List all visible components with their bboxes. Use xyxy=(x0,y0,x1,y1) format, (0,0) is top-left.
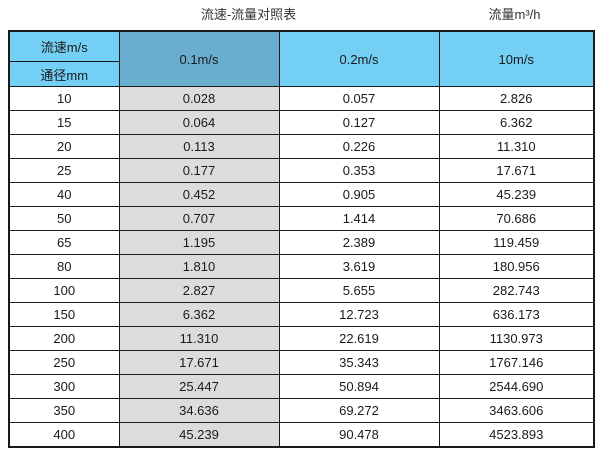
table-row: 15 0.064 0.127 6.362 xyxy=(8,110,595,135)
diameter-cell: 350 xyxy=(8,398,120,423)
flow-value-cell: 282.743 xyxy=(438,278,595,303)
column-header-0.2ms: 0.2m/s xyxy=(278,30,440,87)
diameter-cell: 25 xyxy=(8,158,120,183)
table-row: 400 45.239 90.478 4523.893 xyxy=(8,422,595,447)
flow-value-cell: 0.127 xyxy=(278,110,440,135)
diameter-cell: 50 xyxy=(8,206,120,231)
flow-value-cell: 45.239 xyxy=(118,422,280,447)
flow-value-cell: 0.064 xyxy=(118,110,280,135)
flow-value-cell: 2.827 xyxy=(118,278,280,303)
flow-value-cell: 5.655 xyxy=(278,278,440,303)
table-row: 40 0.452 0.905 45.239 xyxy=(8,182,595,207)
flow-value-cell: 1767.146 xyxy=(438,350,595,375)
diameter-cell: 15 xyxy=(8,110,120,135)
flow-value-cell: 4523.893 xyxy=(438,422,595,447)
flow-value-cell: 6.362 xyxy=(118,302,280,327)
flow-value-cell: 6.362 xyxy=(438,110,595,135)
flow-value-cell: 45.239 xyxy=(438,182,595,207)
table-row: 65 1.195 2.389 119.459 xyxy=(8,230,595,255)
flow-value-cell: 0.707 xyxy=(118,206,280,231)
flow-value-cell: 1.195 xyxy=(118,230,280,255)
flow-value-cell: 3463.606 xyxy=(438,398,595,423)
diameter-axis-label: 通径mm xyxy=(40,67,89,83)
flow-unit-label: 流量m³/h xyxy=(488,7,541,22)
table-row: 20 0.113 0.226 11.310 xyxy=(8,134,595,159)
flow-value-cell: 25.447 xyxy=(118,374,280,399)
flow-value-cell: 11.310 xyxy=(438,134,595,159)
flow-value-cell: 34.636 xyxy=(118,398,280,423)
diameter-cell: 40 xyxy=(8,182,120,207)
table-row: 300 25.447 50.894 2544.690 xyxy=(8,374,595,399)
corner-header-cell: 流速m/s 通径mm xyxy=(8,30,120,87)
flow-value-cell: 22.619 xyxy=(278,326,440,351)
flow-value-cell: 0.353 xyxy=(278,158,440,183)
diameter-cell: 80 xyxy=(8,254,120,279)
diameter-cell: 250 xyxy=(8,350,120,375)
flow-value-cell: 1.810 xyxy=(118,254,280,279)
flow-value-cell: 636.173 xyxy=(438,302,595,327)
table-row: 50 0.707 1.414 70.686 xyxy=(8,206,595,231)
velocity-axis-label: 流速m/s xyxy=(10,32,119,62)
diameter-cell: 65 xyxy=(8,230,120,255)
flow-value-cell: 70.686 xyxy=(438,206,595,231)
flow-value-cell: 69.272 xyxy=(278,398,440,423)
diameter-cell: 10 xyxy=(8,86,120,111)
flow-value-cell: 17.671 xyxy=(118,350,280,375)
flow-value-cell: 50.894 xyxy=(278,374,440,399)
column-header-10ms: 10m/s xyxy=(438,30,595,87)
flow-value-cell: 0.226 xyxy=(278,134,440,159)
page-title: 流速-流量对照表 xyxy=(200,7,297,22)
diameter-cell: 150 xyxy=(8,302,120,327)
flow-value-cell: 180.956 xyxy=(438,254,595,279)
flow-value-cell: 11.310 xyxy=(118,326,280,351)
flow-value-cell: 3.619 xyxy=(278,254,440,279)
flow-value-cell: 0.452 xyxy=(118,182,280,207)
flow-rate-table: 流速m/s 通径mm 0.1m/s 0.2m/s 10m/s 10 0.028 0.… xyxy=(8,30,595,448)
table-row: 25 0.177 0.353 17.671 xyxy=(8,158,595,183)
flow-value-cell: 0.905 xyxy=(278,182,440,207)
flow-value-cell: 0.028 xyxy=(118,86,280,111)
diameter-cell: 400 xyxy=(8,422,120,447)
diameter-cell: 300 xyxy=(8,374,120,399)
flow-value-cell: 0.057 xyxy=(278,86,440,111)
table-row: 350 34.636 69.272 3463.606 xyxy=(8,398,595,423)
flow-value-cell: 2544.690 xyxy=(438,374,595,399)
flow-value-cell: 119.459 xyxy=(438,230,595,255)
column-header-0.1ms: 0.1m/s xyxy=(118,30,280,87)
diameter-cell: 200 xyxy=(8,326,120,351)
flow-value-cell: 0.113 xyxy=(118,134,280,159)
flow-value-cell: 17.671 xyxy=(438,158,595,183)
table-row: 250 17.671 35.343 1767.146 xyxy=(8,350,595,375)
flow-value-cell: 12.723 xyxy=(278,302,440,327)
table-row: 100 2.827 5.655 282.743 xyxy=(8,278,595,303)
flow-value-cell: 1130.973 xyxy=(438,326,595,351)
flow-value-cell: 2.826 xyxy=(438,86,595,111)
table-row: 10 0.028 0.057 2.826 xyxy=(8,86,595,111)
table-row: 200 11.310 22.619 1130.973 xyxy=(8,326,595,351)
flow-value-cell: 1.414 xyxy=(278,206,440,231)
table-header: 流速m/s 通径mm 0.1m/s 0.2m/s 10m/s xyxy=(8,30,595,87)
flow-value-cell: 2.389 xyxy=(278,230,440,255)
flow-value-cell: 90.478 xyxy=(278,422,440,447)
flow-value-cell: 0.177 xyxy=(118,158,280,183)
diameter-cell: 100 xyxy=(8,278,120,303)
table-row: 80 1.810 3.619 180.956 xyxy=(8,254,595,279)
table-body: 10 0.028 0.057 2.826 15 0.064 0.127 6.362 20 0.11… xyxy=(8,86,595,447)
table-row: 150 6.362 12.723 636.173 xyxy=(8,302,595,327)
flow-value-cell: 35.343 xyxy=(278,350,440,375)
diameter-cell: 20 xyxy=(8,134,120,159)
